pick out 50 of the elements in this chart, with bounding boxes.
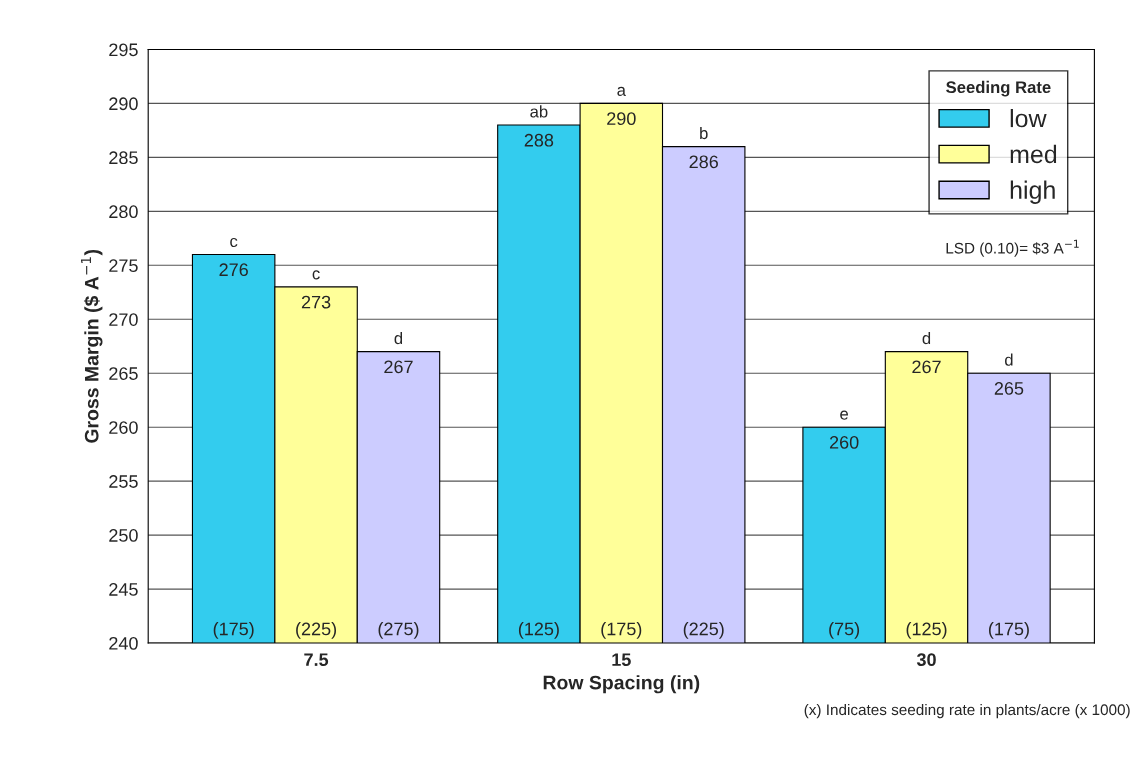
x-tick-label: 30 xyxy=(916,653,936,667)
x-axis-title: Row Spacing (in) xyxy=(543,675,700,694)
data-label: 260 xyxy=(829,436,859,449)
legend-label: low xyxy=(1010,108,1047,128)
annotation: (175) xyxy=(988,622,1029,639)
y-tick-label: 290 xyxy=(109,97,138,111)
legend-label: high xyxy=(1010,180,1055,204)
annotation: d xyxy=(922,331,931,345)
y-tick-label: 250 xyxy=(109,529,138,542)
annotation: c xyxy=(312,270,320,280)
annotation: (125) xyxy=(518,622,559,639)
annotation: b xyxy=(700,126,708,140)
annotation: a xyxy=(617,86,626,96)
y-tick-label: 255 xyxy=(109,475,138,488)
annotation: (175) xyxy=(213,622,254,639)
data-label: 267 xyxy=(384,360,413,374)
annotation: (275) xyxy=(378,622,419,639)
y-tick-label: 260 xyxy=(109,421,138,434)
data-label: 288 xyxy=(524,133,554,147)
data-label: 286 xyxy=(689,155,718,169)
y-tick-label: 275 xyxy=(109,259,138,273)
data-label: 265 xyxy=(994,382,1024,395)
y-tick-label: 245 xyxy=(109,583,138,596)
legend-title: Seeding Rate xyxy=(946,80,1051,97)
data-label: 273 xyxy=(301,295,331,309)
annotation: e xyxy=(840,410,849,420)
data-label: 276 xyxy=(219,263,248,277)
annotation: d xyxy=(394,331,403,345)
annotation: ab xyxy=(530,105,548,118)
y-tick-label: 270 xyxy=(109,313,138,326)
annotation: c xyxy=(230,237,238,248)
data-label: 290 xyxy=(607,112,636,126)
y-tick-label: 240 xyxy=(109,636,138,650)
legend-label: med xyxy=(1010,144,1057,164)
y-tick-label: 280 xyxy=(109,205,138,219)
y-axis-title: Gross Margin ($ A$^{−1}$) xyxy=(81,249,103,443)
x-tick-label: 7.5 xyxy=(304,653,329,667)
annotation: (175) xyxy=(601,622,642,639)
annotation: (75) xyxy=(829,622,860,639)
annotation: (225) xyxy=(296,622,337,639)
y-tick-label: 295 xyxy=(109,43,138,57)
annotation: LSD (0.10)= $3 A$^{−1}$ xyxy=(946,239,1079,257)
data-label: 267 xyxy=(912,360,941,374)
y-tick-label: 265 xyxy=(109,367,138,380)
x-tick-label: 15 xyxy=(612,653,631,667)
y-tick-label: 285 xyxy=(109,151,138,165)
annotation: d xyxy=(1005,353,1013,366)
annotation: (225) xyxy=(683,622,724,639)
text: (x) Indicates seeding rate in plants/acre (x 1000) xyxy=(804,703,1130,719)
annotation: (125) xyxy=(906,622,947,639)
